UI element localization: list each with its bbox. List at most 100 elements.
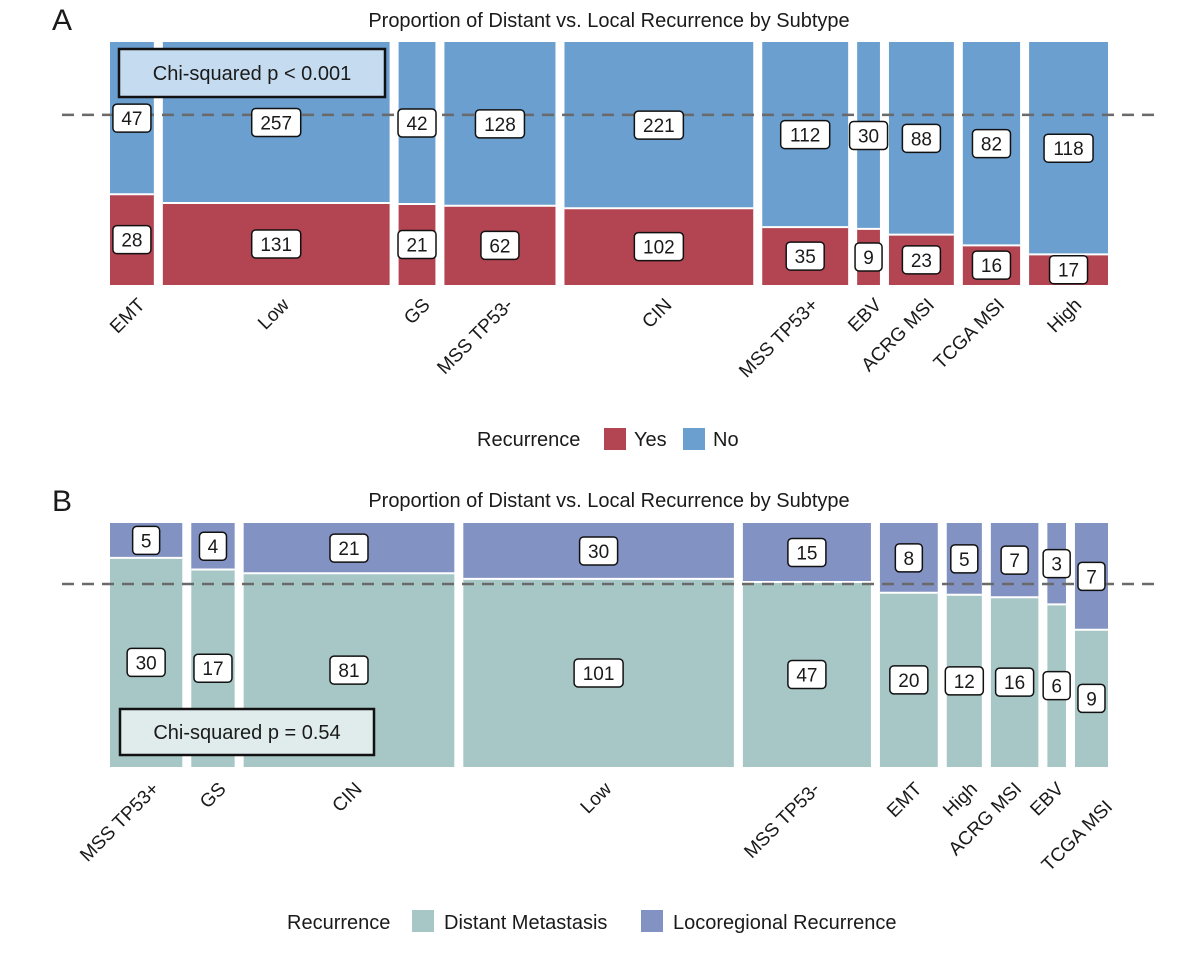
data-label-mss-tp53-distant-metastasis: 30 (126, 647, 166, 678)
data-label-box (131, 525, 161, 556)
x-tick-ebv: EBV (844, 294, 886, 336)
data-label-box (633, 231, 685, 262)
data-label-text: 20 (898, 671, 919, 692)
data-label-box (785, 241, 825, 271)
data-label-mss-tp53-distant-metastasis: 47 (787, 659, 827, 690)
legend-label-locoregional-recurrence: Locoregional Recurrence (673, 912, 896, 934)
data-label-text: 17 (1058, 261, 1079, 282)
data-label-ebv-yes: 9 (854, 242, 883, 272)
data-label-low-yes: 131 (250, 229, 302, 259)
data-label-box (126, 647, 166, 678)
data-label-mss-tp53-yes: 62 (480, 230, 520, 261)
panel-b-annotation-box (118, 707, 376, 757)
data-label-cin-distant-metastasis: 81 (329, 655, 369, 685)
data-label-high-distant-metastasis: 12 (944, 666, 985, 696)
x-tick-low: Low (254, 294, 294, 334)
data-label-mss-tp53-no: 128 (474, 109, 526, 139)
data-label-text: 3 (1051, 555, 1062, 576)
data-label-text: 7 (1009, 551, 1020, 572)
data-label-emt-yes: 28 (112, 224, 152, 255)
data-label-emt-locoregional-recurrence: 8 (894, 543, 924, 573)
x-tick-emt: EMT (883, 778, 926, 821)
data-label-box (787, 659, 827, 690)
data-label-ebv-locoregional-recurrence: 3 (1042, 548, 1071, 579)
data-label-cin-yes: 102 (633, 231, 685, 262)
data-label-text: 88 (911, 129, 932, 150)
data-label-text: 28 (121, 231, 142, 252)
data-label-text: 42 (406, 114, 427, 135)
data-label-high-no: 118 (1043, 133, 1094, 163)
data-label-box (848, 120, 889, 151)
data-label-text: 8 (904, 549, 915, 570)
panel-b-legend: Recurrence Distant Metastasis Locoregion… (287, 910, 896, 934)
data-label-high-yes: 17 (1048, 254, 1089, 285)
x-tick-cin: CIN (638, 295, 676, 333)
x-tick-high: High (1044, 295, 1086, 337)
panel-a: A Proportion of Distant vs. Local Recurr… (52, 4, 1160, 451)
data-label-low-locoregional-recurrence: 30 (578, 536, 619, 566)
legend-swatch-distant-metastasis (412, 910, 434, 932)
data-label-text: 112 (790, 126, 820, 147)
data-label-box (250, 107, 302, 138)
data-label-text: 128 (484, 115, 516, 136)
data-label-box (901, 123, 942, 154)
data-label-text: 30 (136, 653, 157, 674)
data-label-text: 30 (588, 542, 609, 563)
data-label-text: 6 (1051, 677, 1062, 698)
data-label-emt-no: 47 (112, 103, 152, 133)
data-label-box (329, 533, 369, 563)
data-label-mss-tp53-yes: 35 (785, 241, 825, 271)
data-label-text: 131 (260, 235, 292, 256)
data-label-box (779, 119, 831, 150)
data-label-low-distant-metastasis: 101 (573, 658, 624, 688)
data-label-acrg-msi-no: 88 (901, 123, 942, 154)
panel-a-legend: Recurrence Yes No (477, 428, 739, 451)
data-label-box (1042, 670, 1071, 701)
panel-a-letter: A (52, 4, 72, 37)
data-label-mss-tp53-locoregional-recurrence: 5 (131, 525, 161, 556)
x-tick-mss-tp53: MSS TP53+ (735, 295, 822, 382)
data-label-box (889, 665, 929, 695)
data-label-mss-tp53-no: 112 (779, 119, 831, 150)
data-label-box (1077, 683, 1106, 714)
data-label-text: 47 (796, 666, 817, 687)
data-label-box (1042, 548, 1071, 579)
data-label-box (480, 230, 520, 261)
data-label-box (573, 658, 624, 688)
x-tick-cin: CIN (329, 779, 367, 817)
legend-label-yes: Yes (634, 429, 667, 451)
data-label-box (397, 108, 437, 138)
data-label-box (198, 531, 228, 561)
data-label-box (950, 544, 979, 574)
x-tick-mss-tp53: MSS TP53- (433, 295, 517, 379)
data-label-acrg-msi-locoregional-recurrence: 7 (1000, 545, 1029, 575)
data-label-box (112, 103, 152, 133)
x-tick-mss-tp53: MSS TP53- (740, 779, 824, 863)
data-label-text: 81 (338, 661, 359, 682)
data-label-ebv-no: 30 (848, 120, 889, 151)
data-label-tcga-msi-distant-metastasis: 9 (1077, 683, 1106, 714)
data-label-box (112, 224, 152, 255)
data-label-box (854, 242, 883, 272)
data-label-gs-distant-metastasis: 17 (193, 653, 233, 683)
x-tick-low: Low (577, 778, 617, 818)
data-label-text: 12 (954, 672, 975, 693)
data-label-text: 102 (643, 238, 675, 259)
panel-b-annotation: Chi-squared p = 0.54 (118, 707, 376, 757)
data-label-box (944, 666, 985, 696)
data-label-box (1048, 254, 1089, 285)
data-label-emt-distant-metastasis: 20 (889, 665, 929, 695)
panel-a-annotation-box (117, 47, 387, 99)
data-label-text: 7 (1086, 567, 1097, 588)
panel-a-annotation-text: Chi-squared p < 0.001 (153, 63, 351, 85)
data-label-box (971, 128, 1012, 159)
data-label-text: 47 (121, 109, 142, 130)
data-label-text: 62 (489, 236, 510, 257)
x-tick-ebv: EBV (1026, 778, 1068, 820)
data-label-text: 16 (981, 256, 1002, 277)
panel-b: B Proportion of Distant vs. Local Recurr… (52, 485, 1160, 934)
data-label-box (894, 543, 924, 573)
data-label-cin-no: 221 (633, 110, 685, 140)
legend-label-no: No (713, 429, 739, 451)
